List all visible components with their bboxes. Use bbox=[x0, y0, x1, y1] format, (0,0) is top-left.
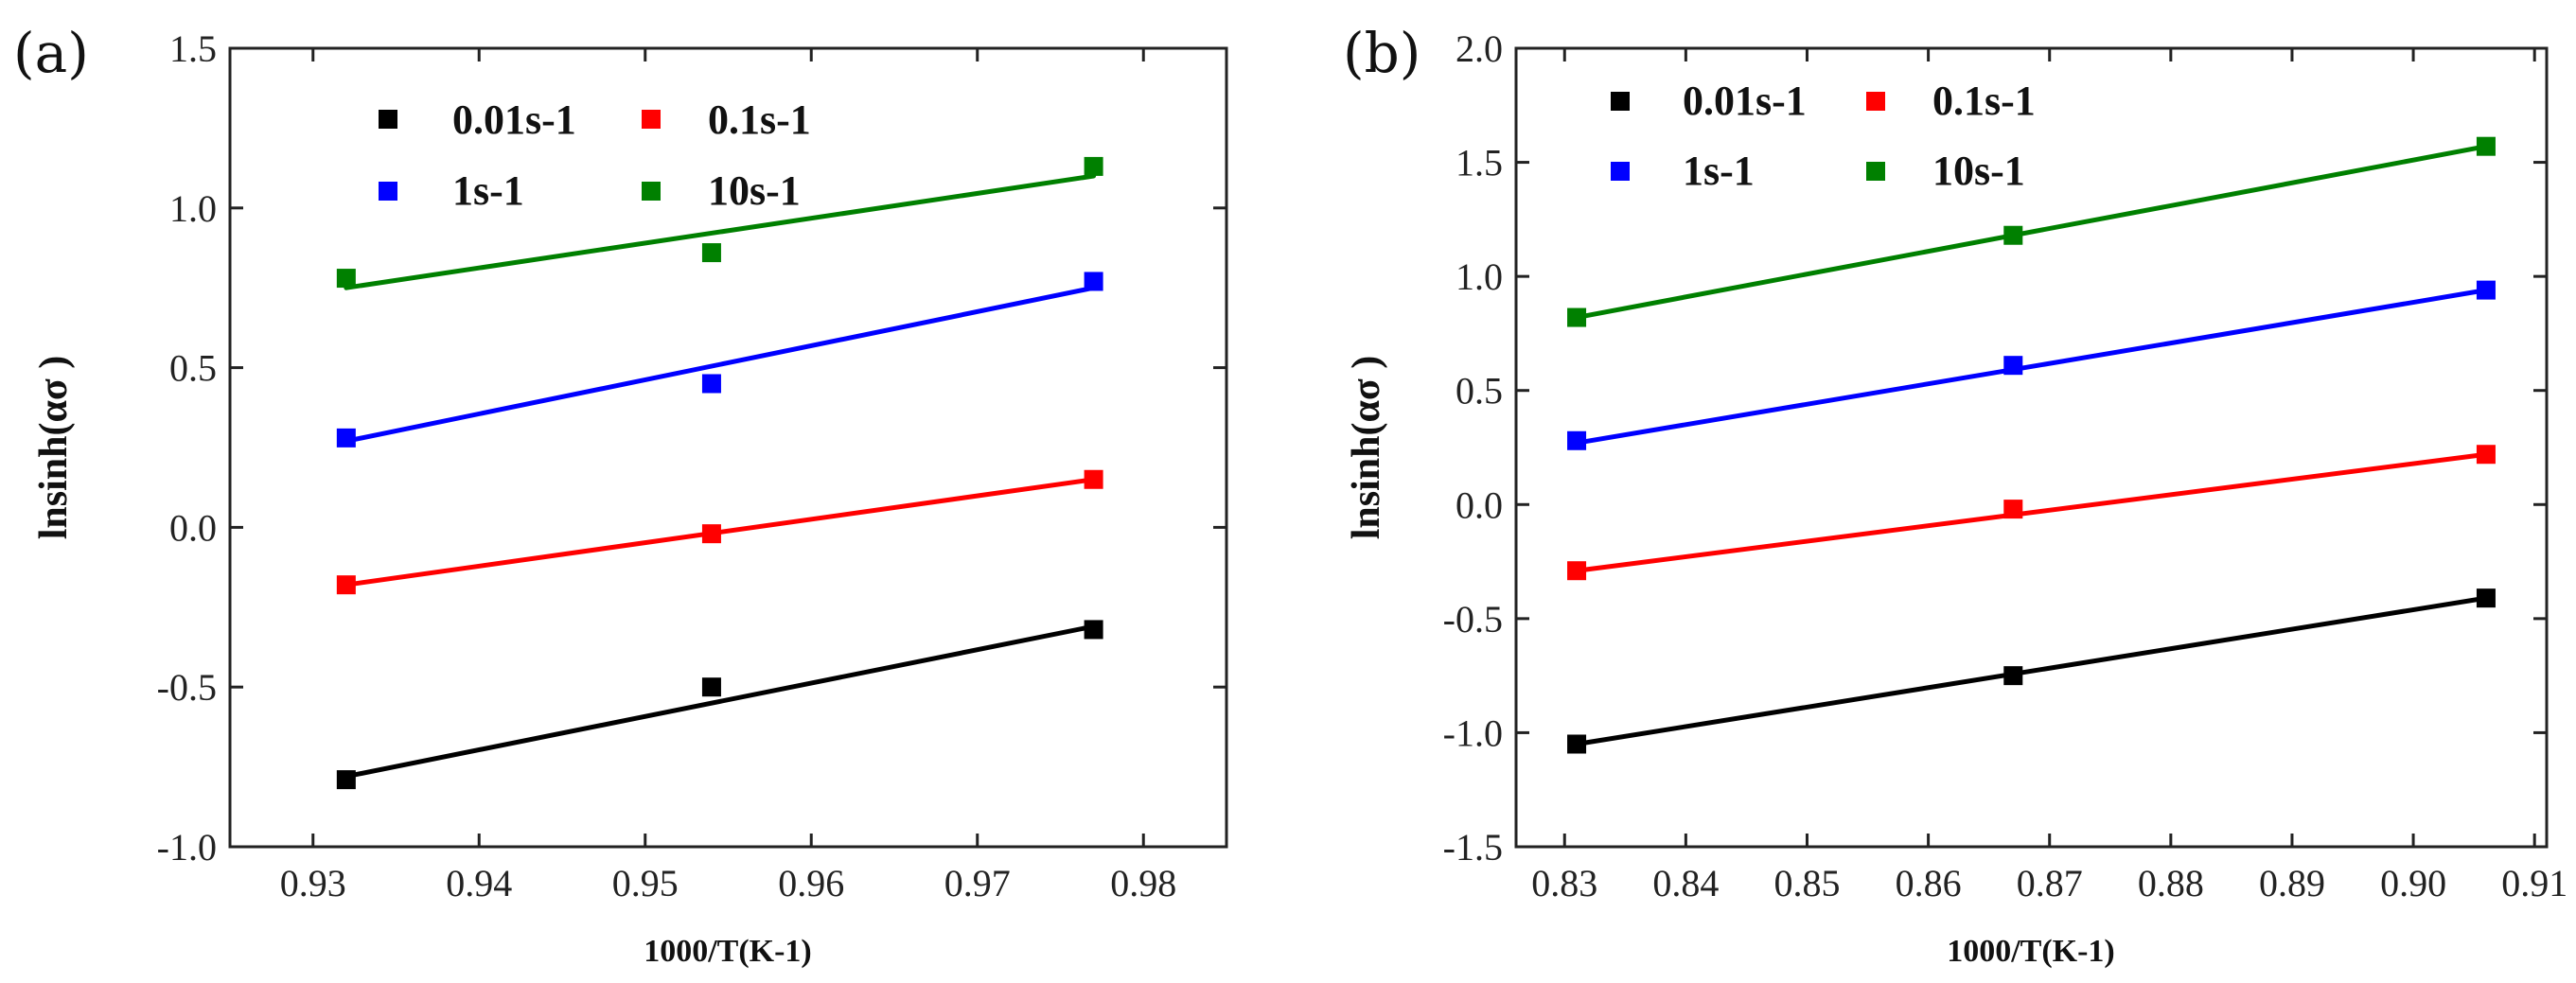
legend-label-0-01-b: 0.01s-1 bbox=[1683, 78, 1807, 124]
data-point bbox=[2003, 500, 2023, 519]
data-point bbox=[701, 374, 721, 394]
x-axis-title-a: 1000/T(K-1) bbox=[644, 934, 812, 969]
data-point bbox=[1084, 469, 1103, 489]
y-tick-label: -0.5 bbox=[157, 666, 217, 709]
y-tick-label: 0.0 bbox=[169, 506, 217, 549]
y-tick-label: 2.0 bbox=[1456, 27, 1503, 70]
y-tick-label: -0.5 bbox=[1443, 598, 1503, 641]
legend-label-1-b: 1s-1 bbox=[1683, 148, 1755, 194]
fit-line bbox=[1574, 595, 2489, 746]
fit-lines-b bbox=[1574, 144, 2489, 746]
x-tick-label: 0.89 bbox=[2259, 862, 2325, 904]
y-axis-title-a: lnsinh(ασ ) bbox=[32, 356, 76, 540]
y-tick-label: 1.5 bbox=[169, 27, 217, 70]
x-tick-label: 0.93 bbox=[280, 862, 346, 904]
data-point bbox=[2003, 356, 2023, 376]
x-tick-label: 0.88 bbox=[2138, 862, 2204, 904]
y-tick-label: 1.0 bbox=[1456, 255, 1503, 298]
panel-a: (a) 0.93 0.94 0.95 0.96 0.97 0.98-1.0-0.50.00… bbox=[13, 21, 1228, 969]
x-tick-label: 0.83 bbox=[1531, 862, 1597, 904]
data-point bbox=[701, 524, 721, 544]
x-axis-title-b: 1000/T(K-1) bbox=[1947, 934, 2115, 969]
fit-line bbox=[344, 285, 1097, 444]
legend-marker-0-01 bbox=[379, 110, 397, 129]
legend-label-0-01: 0.01s-1 bbox=[452, 97, 576, 143]
legend-marker-10 bbox=[642, 182, 661, 201]
data-point bbox=[336, 428, 356, 448]
data-point bbox=[1567, 734, 1587, 754]
x-tick-label: 0.91 bbox=[2501, 862, 2567, 904]
legend-label-10: 10s-1 bbox=[708, 167, 801, 214]
y-tick-label: 1.5 bbox=[1456, 142, 1503, 184]
y-tick-label: -1.0 bbox=[1443, 711, 1503, 754]
data-point bbox=[336, 770, 356, 790]
data-point bbox=[336, 575, 356, 595]
x-tick-label: 0.95 bbox=[612, 862, 679, 904]
panel-b: (b) 0.83 0.84 0.85 0.86 0.87 0.88 0.89 0.90 0.91… bbox=[1343, 21, 2567, 969]
legend-marker-0-1-b bbox=[1866, 92, 1885, 111]
x-tick-label: 0.85 bbox=[1773, 862, 1840, 904]
data-points-a bbox=[336, 156, 1103, 790]
legend-marker-1 bbox=[379, 182, 397, 201]
data-point bbox=[2003, 225, 2023, 245]
x-tick-label: 0.98 bbox=[1110, 862, 1176, 904]
plot-frame-a bbox=[228, 46, 1228, 849]
y-tick-label: 1.0 bbox=[169, 187, 217, 230]
panel-label-a: (a) bbox=[13, 21, 89, 85]
data-point bbox=[1567, 307, 1587, 327]
legend-label-10-b: 10s-1 bbox=[1932, 148, 2025, 194]
data-point bbox=[1084, 272, 1103, 291]
fit-line bbox=[344, 623, 1097, 780]
ticks-b: 0.83 0.84 0.85 0.86 0.87 0.88 0.89 0.90 0.91 -1.5… bbox=[1443, 27, 2568, 904]
data-point bbox=[2476, 588, 2496, 608]
legend-marker-0-1 bbox=[642, 110, 661, 129]
ticks-a: 0.93 0.94 0.95 0.96 0.97 0.98 -1.0 -0.5 0.0 0.5 1.… bbox=[157, 27, 1226, 904]
x-tick-label: 0.84 bbox=[1652, 862, 1719, 904]
x-tick-label: 0.86 bbox=[1896, 862, 1962, 904]
legend-label-0-1-b: 0.1s-1 bbox=[1932, 78, 2036, 124]
data-point bbox=[2476, 280, 2496, 300]
y-tick-label: -1.0 bbox=[157, 826, 217, 869]
panel-label-b: (b) bbox=[1343, 21, 1420, 85]
x-tick-label: 0.87 bbox=[2017, 862, 2083, 904]
data-point bbox=[2003, 666, 2023, 686]
data-point bbox=[2476, 445, 2496, 465]
legend-b: 0.01s-1 0.1s-1 1s-1 10s-1 bbox=[1611, 78, 2036, 194]
fit-line bbox=[344, 173, 1097, 290]
y-tick-label: 0.5 bbox=[169, 347, 217, 390]
data-point bbox=[1084, 620, 1103, 640]
legend-marker-0-01-b bbox=[1611, 92, 1630, 111]
data-point bbox=[701, 677, 721, 697]
y-tick-label: -1.5 bbox=[1443, 826, 1503, 869]
data-point bbox=[1567, 430, 1587, 450]
fit-line bbox=[1574, 144, 2489, 321]
fit-line bbox=[1574, 288, 2489, 446]
data-point bbox=[1567, 561, 1587, 581]
data-point bbox=[336, 269, 356, 289]
y-axis-title-b: lnsinh(ασ ) bbox=[1345, 356, 1388, 540]
x-tick-label: 0.90 bbox=[2380, 862, 2446, 904]
data-point bbox=[2476, 136, 2496, 156]
data-points-b bbox=[1567, 136, 2496, 754]
fit-line bbox=[1574, 451, 2489, 573]
x-tick-label: 0.96 bbox=[778, 862, 844, 904]
legend-a: 0.01s-1 0.1s-1 1s-1 10s-1 bbox=[379, 97, 811, 214]
y-tick-label: 0.0 bbox=[1456, 483, 1503, 526]
legend-label-1: 1s-1 bbox=[452, 167, 524, 214]
legend-marker-1-b bbox=[1611, 162, 1630, 181]
x-tick-label: 0.94 bbox=[446, 862, 512, 904]
y-tick-label: 0.5 bbox=[1456, 370, 1503, 413]
legend-label-0-1: 0.1s-1 bbox=[708, 97, 811, 143]
x-tick-label: 0.97 bbox=[944, 862, 1011, 904]
data-point bbox=[1084, 156, 1103, 176]
data-point bbox=[701, 243, 721, 263]
plot-frame-b bbox=[1514, 46, 2549, 849]
legend-marker-10-b bbox=[1866, 162, 1885, 181]
